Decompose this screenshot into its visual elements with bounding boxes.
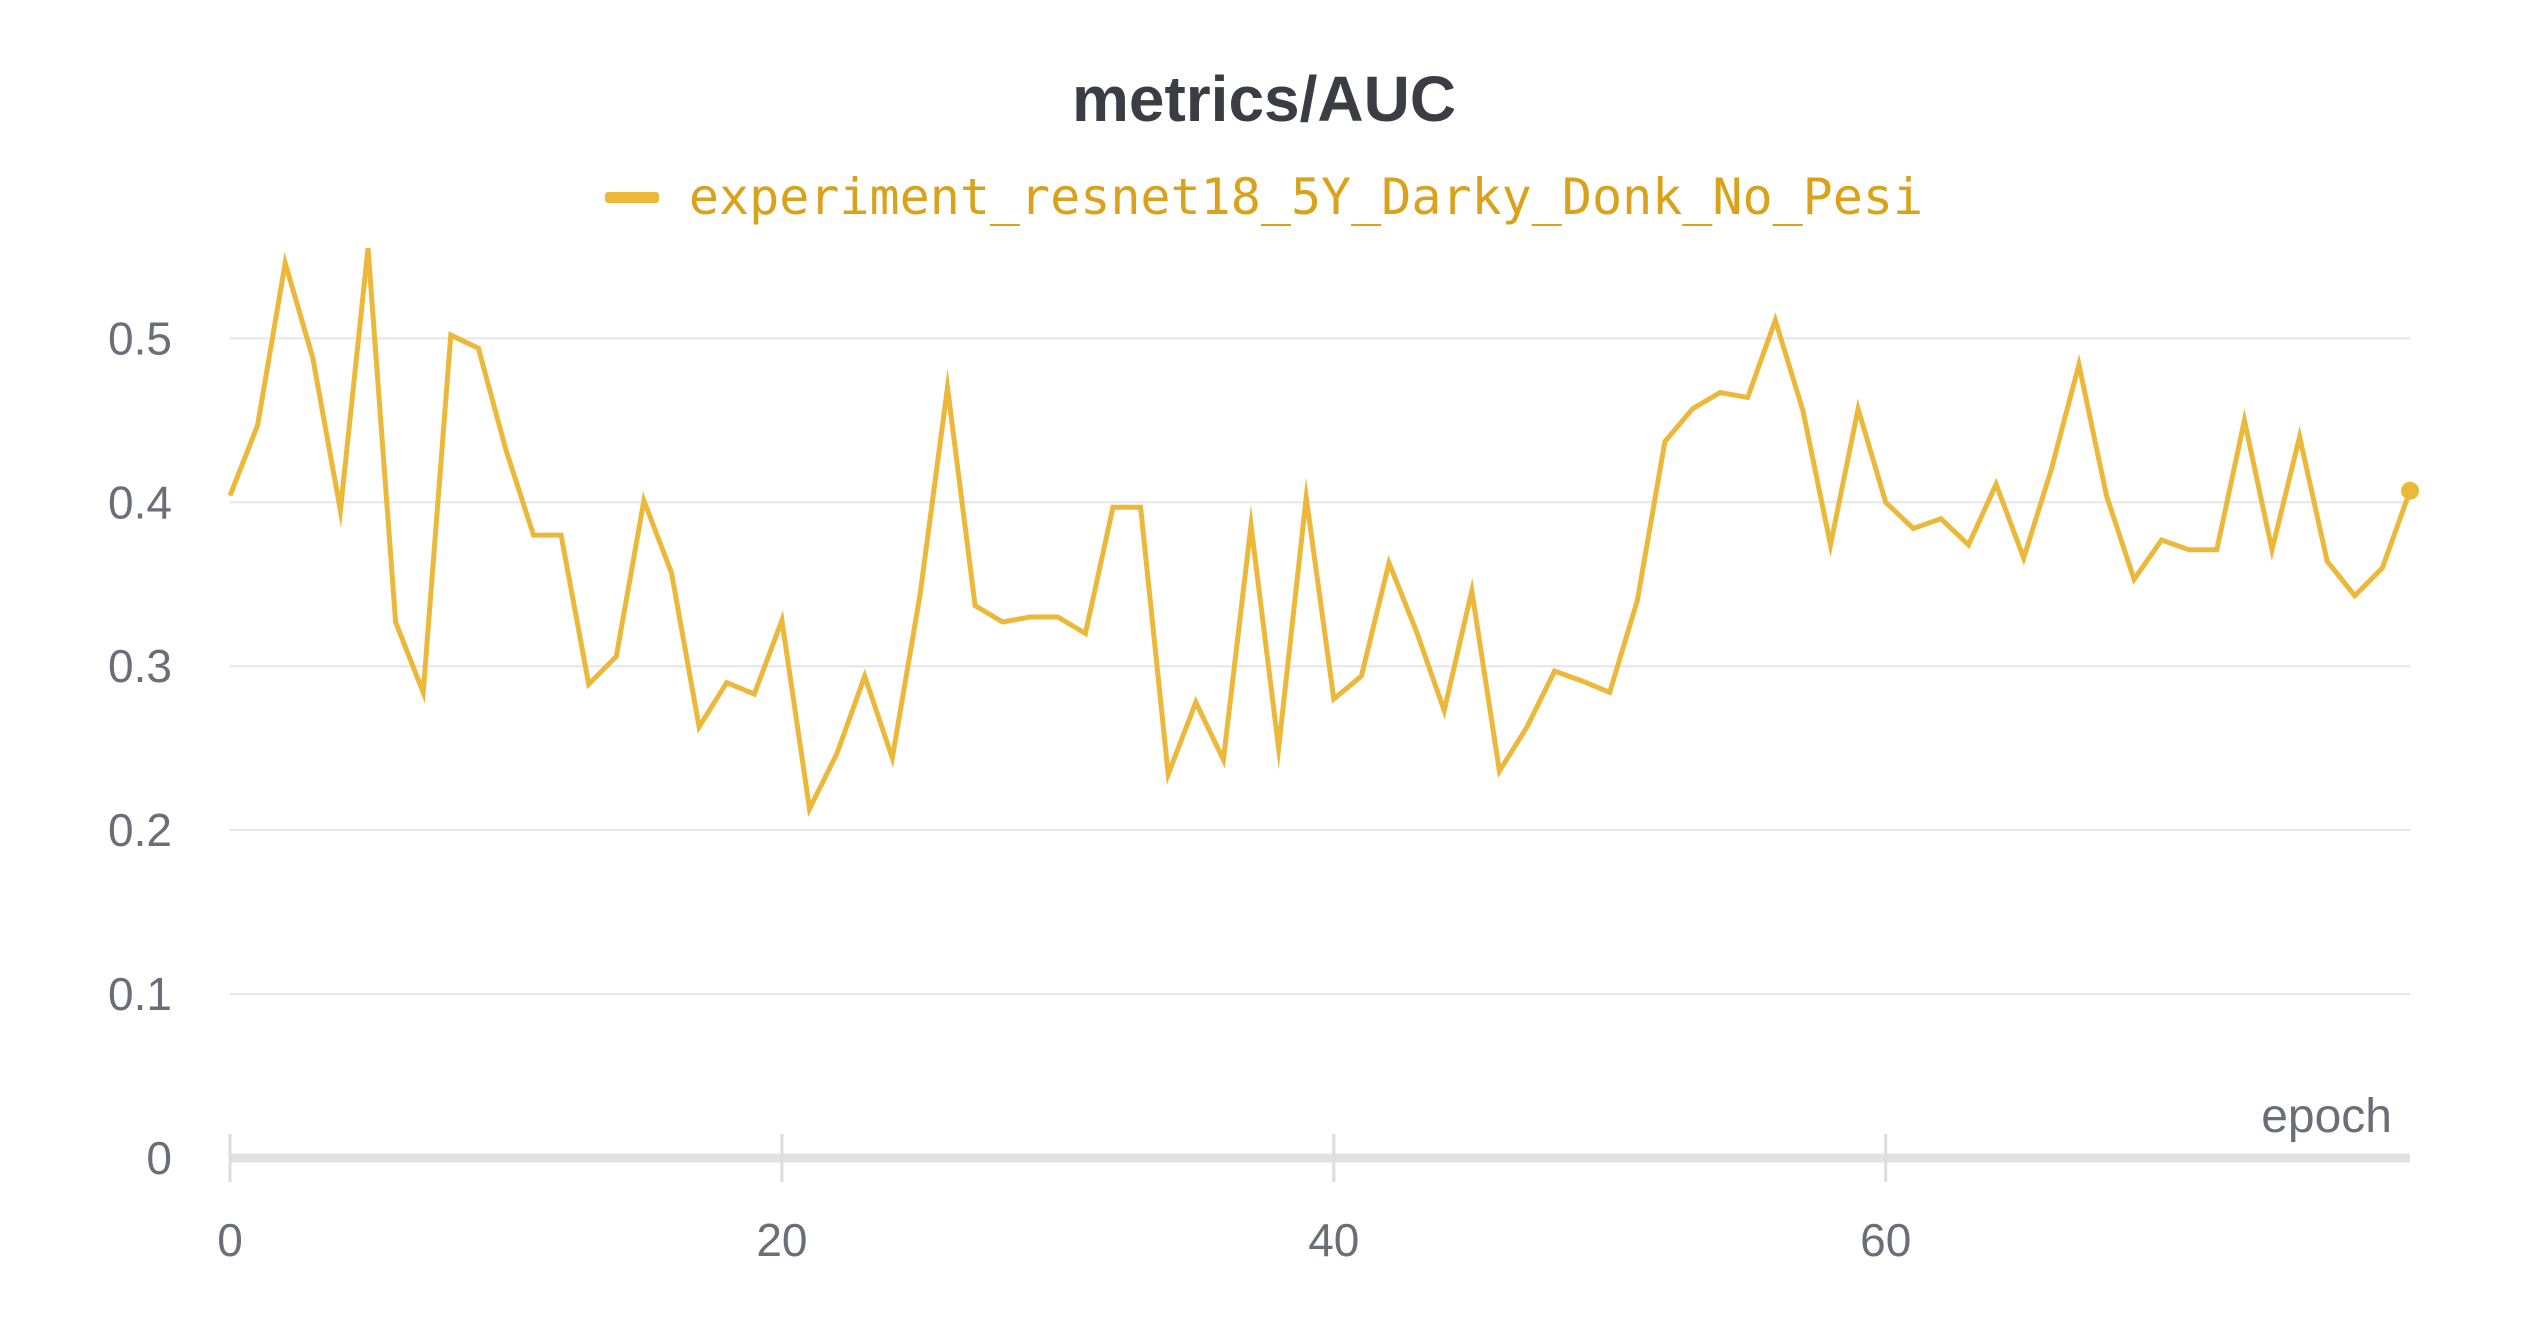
legend[interactable]: experiment_resnet18_5Y_Darky_Donk_No_Pes… — [0, 168, 2528, 226]
y-tick-label: 0.3 — [108, 640, 172, 692]
x-tick-label: 60 — [1860, 1214, 1911, 1266]
y-tick-label: 0.5 — [108, 312, 172, 364]
legend-swatch — [604, 191, 659, 203]
chart-title: metrics/AUC — [1071, 63, 1457, 135]
y-tick-label: 0.4 — [108, 476, 172, 528]
x-tick-label: 40 — [1308, 1214, 1359, 1266]
x-tick-label: 20 — [756, 1214, 807, 1266]
series-group — [227, 247, 2419, 818]
series-end-point[interactable] — [2401, 481, 2419, 500]
x-axis-ticks: 0 20 40 60 — [217, 1134, 1911, 1266]
y-tick-label: 0.1 — [108, 968, 172, 1020]
legend-label-series: experiment_resnet18_5Y_Darky_Donk_No_Pes… — [688, 168, 1924, 226]
series-line[interactable] — [227, 247, 2413, 818]
y-tick-label: 0 — [146, 1132, 172, 1184]
x-axis-title: epoch — [2261, 1090, 2392, 1143]
grid-lines — [230, 337, 2410, 996]
y-axis-ticks: 0 0.1 0.2 0.3 0.4 0.5 — [108, 312, 172, 1184]
y-tick-label: 0.2 — [108, 804, 172, 856]
x-tick-label: 0 — [217, 1214, 243, 1266]
